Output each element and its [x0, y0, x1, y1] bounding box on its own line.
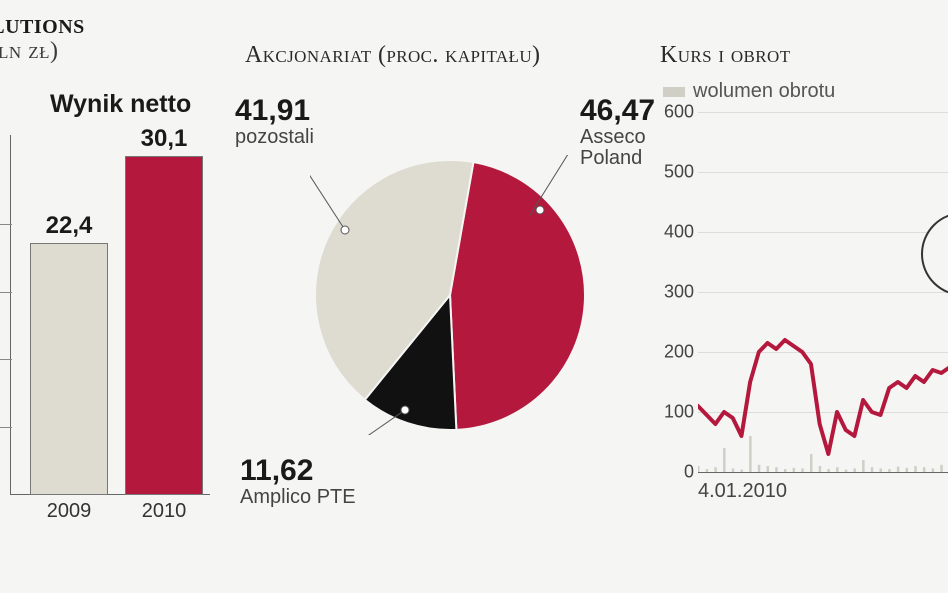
infographic-root: s Solutions we (mln zł) Wynik netto 22,4…: [0, 0, 948, 593]
bar-ytick: [0, 427, 12, 428]
line-ylabel: 200: [660, 342, 694, 363]
pie-value: 46,47: [580, 95, 655, 127]
line-ylabel: 100: [660, 402, 694, 423]
line-chart: wolumen obrotu 01002003004005006001 4.01…: [660, 80, 948, 550]
bar-ytick: [0, 224, 12, 225]
pie-chart-title: Akcjonariat (proc. kapitału): [245, 42, 540, 69]
bar-2010: 30,1: [125, 156, 203, 495]
bar-xlabel: 2010: [125, 500, 203, 523]
line-chart-plot: 01002003004005006001: [660, 112, 948, 472]
volume-swatch-icon: [663, 87, 685, 97]
header-line1: s Solutions: [0, 10, 240, 39]
line-ylabel: 0: [660, 462, 694, 483]
bar-xlabel: 2009: [30, 500, 108, 523]
bar-chart-plot: 22,430,1: [0, 135, 210, 495]
pie-slice: [450, 162, 585, 430]
pie-leader-node-icon: [401, 406, 410, 415]
pie-label: 46,47Asseco Poland: [580, 95, 655, 169]
pie-chart-svg: [310, 155, 590, 435]
bar-ytick: [0, 359, 12, 360]
pie-name: pozostali: [235, 127, 314, 148]
line-chart-xlabel: 4.01.2010: [698, 480, 787, 503]
pie-label: 41,91pozostali: [235, 95, 314, 148]
line-ylabel: 400: [660, 222, 694, 243]
pie-leader-node-icon: [341, 226, 350, 235]
pie-value: 41,91: [235, 95, 314, 127]
line-ylabel: 500: [660, 162, 694, 183]
pie-label: 11,62Amplico PTE: [240, 455, 356, 508]
pie-name: Amplico PTE: [240, 487, 356, 508]
bar-ytick: [0, 292, 12, 293]
line-ylabel: 600: [660, 102, 694, 123]
bar-value-label: 22,4: [31, 212, 107, 240]
pie-value: 11,62: [240, 455, 356, 487]
line-chart-title: Kurs i obrot: [660, 42, 790, 69]
bar-value-label: 30,1: [126, 125, 202, 153]
bar-chart-subtitle: Wynik netto: [50, 90, 191, 119]
legend-label: wolumen obrotu: [693, 80, 835, 102]
header-line2: we (mln zł): [0, 39, 240, 64]
line-chart-legend: wolumen obrotu: [663, 80, 835, 103]
pie-chart: 46,47Asseco Poland11,62Amplico PTE41,91p…: [310, 155, 590, 435]
line-baseline: [698, 472, 948, 473]
line-chart-svg: [698, 112, 948, 472]
bar-2009: 22,4: [30, 243, 108, 495]
bar-chart: Wynik netto 22,430,1 20092010: [0, 90, 220, 560]
line-ylabel: 300: [660, 282, 694, 303]
bar-chart-yaxis: [10, 135, 11, 495]
pie-leader-node-icon: [536, 206, 545, 215]
header: s Solutions we (mln zł): [0, 10, 240, 65]
pie-name: Asseco Poland: [580, 127, 655, 169]
